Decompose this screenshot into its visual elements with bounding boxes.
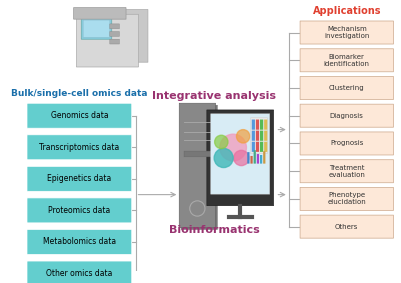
Text: Treatment
evaluation: Treatment evaluation	[328, 165, 365, 178]
FancyBboxPatch shape	[252, 142, 255, 152]
FancyBboxPatch shape	[81, 18, 112, 39]
FancyBboxPatch shape	[27, 135, 132, 160]
Circle shape	[215, 135, 228, 149]
FancyBboxPatch shape	[300, 132, 393, 155]
Circle shape	[214, 148, 233, 168]
FancyBboxPatch shape	[300, 49, 393, 72]
Text: Other omics data: Other omics data	[46, 269, 113, 278]
Text: Bulk/single-cell omics data: Bulk/single-cell omics data	[11, 89, 148, 98]
FancyBboxPatch shape	[256, 119, 259, 130]
Text: Epigenetics data: Epigenetics data	[47, 174, 111, 183]
Text: Metabolomics data: Metabolomics data	[43, 237, 116, 246]
FancyBboxPatch shape	[300, 21, 393, 44]
Text: Integrative analysis: Integrative analysis	[152, 91, 277, 101]
FancyBboxPatch shape	[110, 31, 119, 36]
FancyBboxPatch shape	[260, 142, 263, 152]
FancyBboxPatch shape	[27, 198, 132, 223]
Text: Diagnosis: Diagnosis	[330, 113, 364, 119]
FancyBboxPatch shape	[211, 114, 270, 194]
Text: Clustering: Clustering	[329, 85, 365, 91]
FancyBboxPatch shape	[257, 154, 259, 164]
Text: Mechanism
investigation: Mechanism investigation	[324, 26, 369, 39]
FancyBboxPatch shape	[83, 20, 110, 37]
FancyBboxPatch shape	[300, 76, 393, 100]
FancyBboxPatch shape	[27, 261, 132, 283]
Circle shape	[237, 130, 250, 143]
FancyBboxPatch shape	[27, 166, 132, 191]
FancyBboxPatch shape	[260, 155, 262, 164]
FancyBboxPatch shape	[260, 131, 263, 141]
Text: Genomics data: Genomics data	[51, 111, 108, 120]
Circle shape	[234, 150, 249, 166]
FancyBboxPatch shape	[247, 152, 249, 164]
FancyBboxPatch shape	[251, 156, 253, 164]
FancyBboxPatch shape	[264, 142, 267, 152]
FancyBboxPatch shape	[264, 131, 267, 141]
FancyBboxPatch shape	[300, 187, 393, 211]
FancyBboxPatch shape	[300, 160, 393, 183]
FancyBboxPatch shape	[256, 142, 259, 152]
FancyBboxPatch shape	[27, 103, 132, 128]
FancyBboxPatch shape	[27, 230, 132, 254]
FancyBboxPatch shape	[264, 119, 267, 130]
FancyBboxPatch shape	[181, 105, 217, 230]
FancyBboxPatch shape	[184, 151, 211, 157]
Text: Others: Others	[335, 224, 358, 230]
Text: Biomarker
identification: Biomarker identification	[324, 54, 370, 67]
FancyBboxPatch shape	[77, 14, 138, 67]
Text: Bioinformatics: Bioinformatics	[169, 224, 260, 235]
FancyBboxPatch shape	[207, 110, 273, 206]
FancyBboxPatch shape	[300, 215, 393, 238]
FancyBboxPatch shape	[300, 104, 393, 127]
FancyBboxPatch shape	[263, 151, 265, 164]
FancyBboxPatch shape	[256, 131, 259, 141]
FancyBboxPatch shape	[260, 119, 263, 130]
FancyBboxPatch shape	[251, 118, 267, 154]
FancyBboxPatch shape	[252, 131, 255, 141]
Text: Phenotype
elucidation: Phenotype elucidation	[327, 192, 366, 205]
FancyBboxPatch shape	[86, 10, 148, 62]
Text: Applications: Applications	[312, 7, 381, 16]
Text: Prognosis: Prognosis	[330, 140, 363, 147]
FancyBboxPatch shape	[110, 39, 119, 44]
FancyBboxPatch shape	[110, 24, 119, 29]
FancyBboxPatch shape	[179, 103, 215, 228]
Text: Proteomics data: Proteomics data	[48, 206, 111, 215]
Text: Transcriptomics data: Transcriptomics data	[39, 143, 119, 152]
FancyBboxPatch shape	[74, 8, 126, 19]
FancyBboxPatch shape	[252, 119, 255, 130]
FancyBboxPatch shape	[253, 150, 256, 164]
Circle shape	[220, 134, 247, 161]
